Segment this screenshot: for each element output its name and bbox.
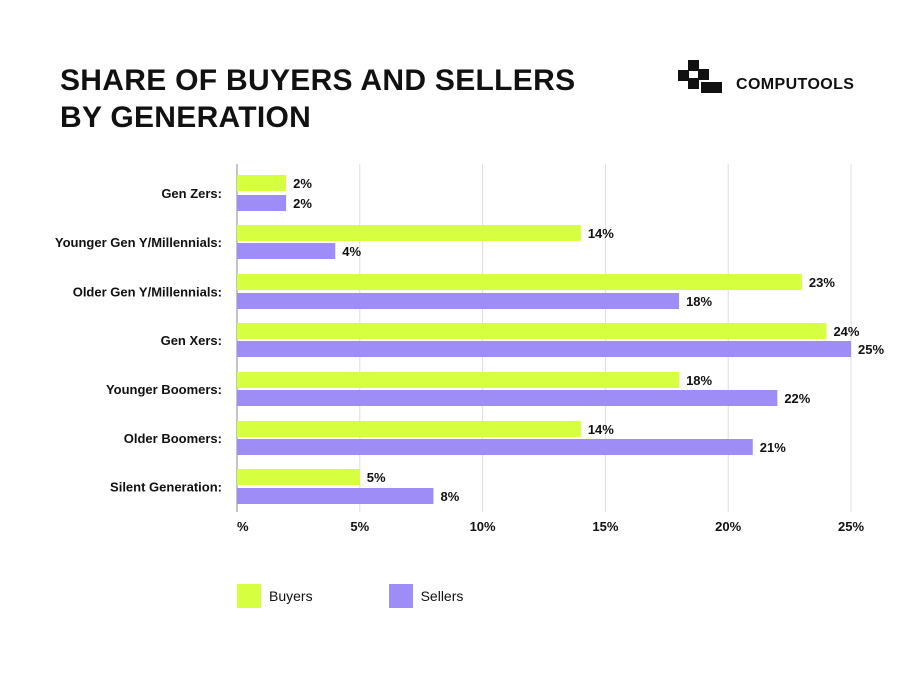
x-tick-label: % xyxy=(237,519,249,534)
buyers-data-label: 24% xyxy=(833,324,859,339)
buyers-data-label: 18% xyxy=(686,373,712,388)
buyers-bar xyxy=(237,274,802,290)
sellers-bar xyxy=(237,390,778,406)
buyers-data-label: 2% xyxy=(293,176,312,191)
category-label: Younger Boomers: xyxy=(106,382,222,397)
sellers-bar xyxy=(237,439,753,455)
category-label: Gen Zers: xyxy=(161,186,222,201)
title-line-1: SHARE OF BUYERS AND SELLERS xyxy=(60,64,576,97)
bar-chart: % 5% 10% 15% 20% 25% Gen Zers: 2% 2% Younger Gen … xyxy=(55,164,884,534)
legend-item-buyers: Buyers xyxy=(237,584,313,608)
buyers-data-label: 5% xyxy=(367,470,386,485)
sellers-bar xyxy=(237,195,287,211)
category-label: Younger Gen Y/Millennials: xyxy=(55,235,222,250)
sellers-data-label: 8% xyxy=(440,489,459,504)
sellers-data-label: 22% xyxy=(784,391,810,406)
sellers-data-label: 21% xyxy=(760,440,786,455)
buyers-bar xyxy=(237,175,287,191)
legend-swatch-buyers xyxy=(237,584,261,608)
category-label: Gen Xers: xyxy=(161,333,222,348)
legend: Buyers Sellers xyxy=(237,584,463,608)
category-label: Older Gen Y/Millennials: xyxy=(73,285,222,300)
buyers-data-label: 14% xyxy=(588,226,614,241)
legend-label-sellers: Sellers xyxy=(420,588,464,604)
chart-title: SHARE OF BUYERS AND SELLERS BY GENERATIO… xyxy=(60,62,620,136)
sellers-bar xyxy=(237,341,851,357)
brand-name: COMPUTOOLS xyxy=(736,76,855,93)
legend-item-sellers: Sellers xyxy=(388,584,464,608)
x-tick-label: 20% xyxy=(715,519,741,534)
brand: COMPUTOOLS xyxy=(678,60,854,96)
computools-logo-icon xyxy=(678,60,722,93)
legend-label-buyers: Buyers xyxy=(269,588,313,604)
category-label: Older Boomers: xyxy=(124,431,222,446)
sellers-data-label: 25% xyxy=(858,342,884,357)
title-line-2: BY GENERATION xyxy=(60,101,312,134)
sellers-data-label: 2% xyxy=(293,196,312,211)
sellers-data-label: 4% xyxy=(342,244,361,259)
buyers-bar xyxy=(237,469,360,485)
buyers-bar xyxy=(237,225,581,241)
x-tick-label: 5% xyxy=(350,519,369,534)
x-tick-label: 25% xyxy=(838,519,864,534)
sellers-data-label: 18% xyxy=(686,294,712,309)
buyers-data-label: 23% xyxy=(809,275,835,290)
buyers-bar xyxy=(237,421,581,437)
sellers-bar xyxy=(237,488,434,504)
buyers-bar xyxy=(237,323,827,339)
buyers-bar xyxy=(237,372,680,388)
sellers-bar xyxy=(237,243,336,259)
buyers-data-label: 14% xyxy=(588,422,614,437)
x-tick-label: 15% xyxy=(592,519,618,534)
category-label: Silent Generation: xyxy=(110,480,222,495)
legend-swatch-sellers xyxy=(388,584,413,608)
x-tick-label: 10% xyxy=(470,519,496,534)
sellers-bar xyxy=(237,293,680,309)
